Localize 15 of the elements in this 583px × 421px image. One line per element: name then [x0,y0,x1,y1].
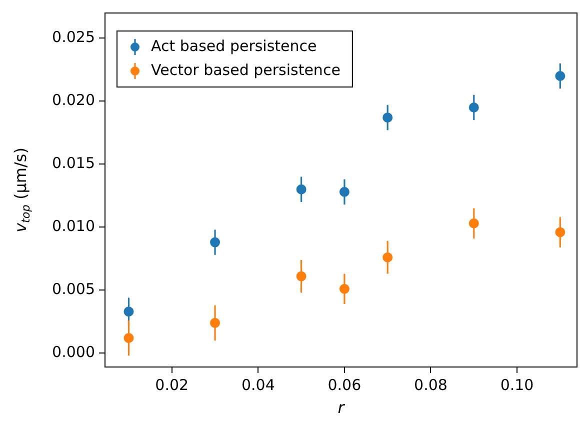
x-tick-label: 0.06 [328,376,362,394]
y-tick-label: 0.005 [52,280,95,298]
y-tick-label: 0.010 [52,217,95,236]
legend-label: Vector based persistence [151,60,340,79]
y-tick-label: 0.015 [52,154,95,172]
y-tick-label: 0.020 [52,91,95,110]
x-tick-label: 0.04 [241,376,275,394]
x-tick-label: 0.02 [155,376,189,394]
y-axis-title: vtop (μm/s) [11,148,33,232]
y-tick-label: 0.025 [52,28,95,46]
x-axis-title: r [338,398,346,418]
x-tick-label: 0.08 [414,376,448,394]
x-tick-label: 0.10 [500,376,534,394]
y-tick-label: 0.000 [52,343,95,362]
legend-label: Act based persistence [151,36,317,55]
